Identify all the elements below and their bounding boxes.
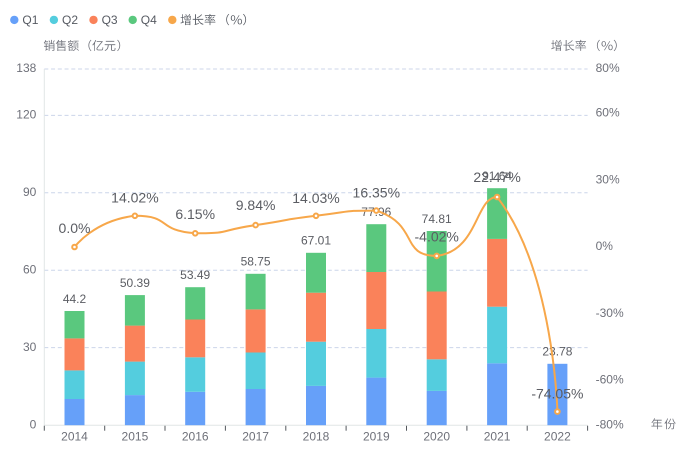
svg-text:9.84%: 9.84% — [236, 197, 276, 213]
svg-text:91.64: 91.64 — [482, 169, 512, 183]
svg-text:2018: 2018 — [303, 430, 330, 444]
svg-text:2019: 2019 — [363, 430, 390, 444]
svg-text:0.0%: 0.0% — [59, 220, 91, 236]
svg-text:-74.05%: -74.05% — [531, 385, 583, 401]
svg-text:2021: 2021 — [484, 430, 511, 444]
svg-text:30: 30 — [23, 340, 37, 354]
svg-text:2017: 2017 — [242, 430, 269, 444]
svg-text:120: 120 — [16, 108, 36, 122]
svg-text:Q1: Q1 — [22, 13, 38, 27]
svg-text:6.15%: 6.15% — [175, 206, 215, 222]
svg-text:Q3: Q3 — [102, 13, 118, 27]
svg-text:14.03%: 14.03% — [292, 190, 339, 206]
svg-text:23.78: 23.78 — [542, 345, 572, 359]
svg-text:67.01: 67.01 — [301, 234, 331, 248]
svg-text:2022: 2022 — [544, 430, 571, 444]
svg-text:-4.02%: -4.02% — [415, 228, 459, 244]
svg-text:22.47%: 22.47% — [473, 169, 520, 185]
svg-text:14.02%: 14.02% — [111, 190, 158, 206]
svg-text:-80%: -80% — [596, 417, 624, 431]
svg-text:-30%: -30% — [596, 306, 624, 320]
svg-text:2015: 2015 — [122, 430, 149, 444]
svg-text:53.49: 53.49 — [180, 268, 210, 282]
svg-text:138: 138 — [16, 61, 36, 75]
svg-text:2016: 2016 — [182, 430, 209, 444]
svg-text:0: 0 — [30, 417, 37, 431]
svg-text:90: 90 — [23, 185, 37, 199]
svg-text:16.35%: 16.35% — [353, 185, 400, 201]
svg-text:60: 60 — [23, 262, 37, 276]
svg-text:0%: 0% — [596, 239, 614, 253]
svg-text:44.2: 44.2 — [63, 292, 87, 306]
svg-text:Q4: Q4 — [141, 13, 157, 27]
svg-text:60%: 60% — [596, 106, 620, 120]
svg-text:30%: 30% — [596, 172, 620, 186]
svg-text:Q2: Q2 — [62, 13, 78, 27]
svg-text:74.81: 74.81 — [422, 212, 452, 226]
svg-text:58.75: 58.75 — [241, 255, 271, 269]
svg-text:2014: 2014 — [61, 430, 88, 444]
svg-text:50.39: 50.39 — [120, 276, 150, 290]
svg-text:-60%: -60% — [596, 373, 624, 387]
svg-text:2020: 2020 — [423, 430, 450, 444]
svg-text:80%: 80% — [596, 61, 620, 75]
